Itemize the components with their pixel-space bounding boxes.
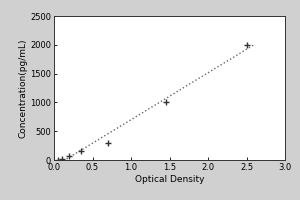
X-axis label: Optical Density: Optical Density [135,175,204,184]
Y-axis label: Concentration(pg/mL): Concentration(pg/mL) [18,38,27,138]
